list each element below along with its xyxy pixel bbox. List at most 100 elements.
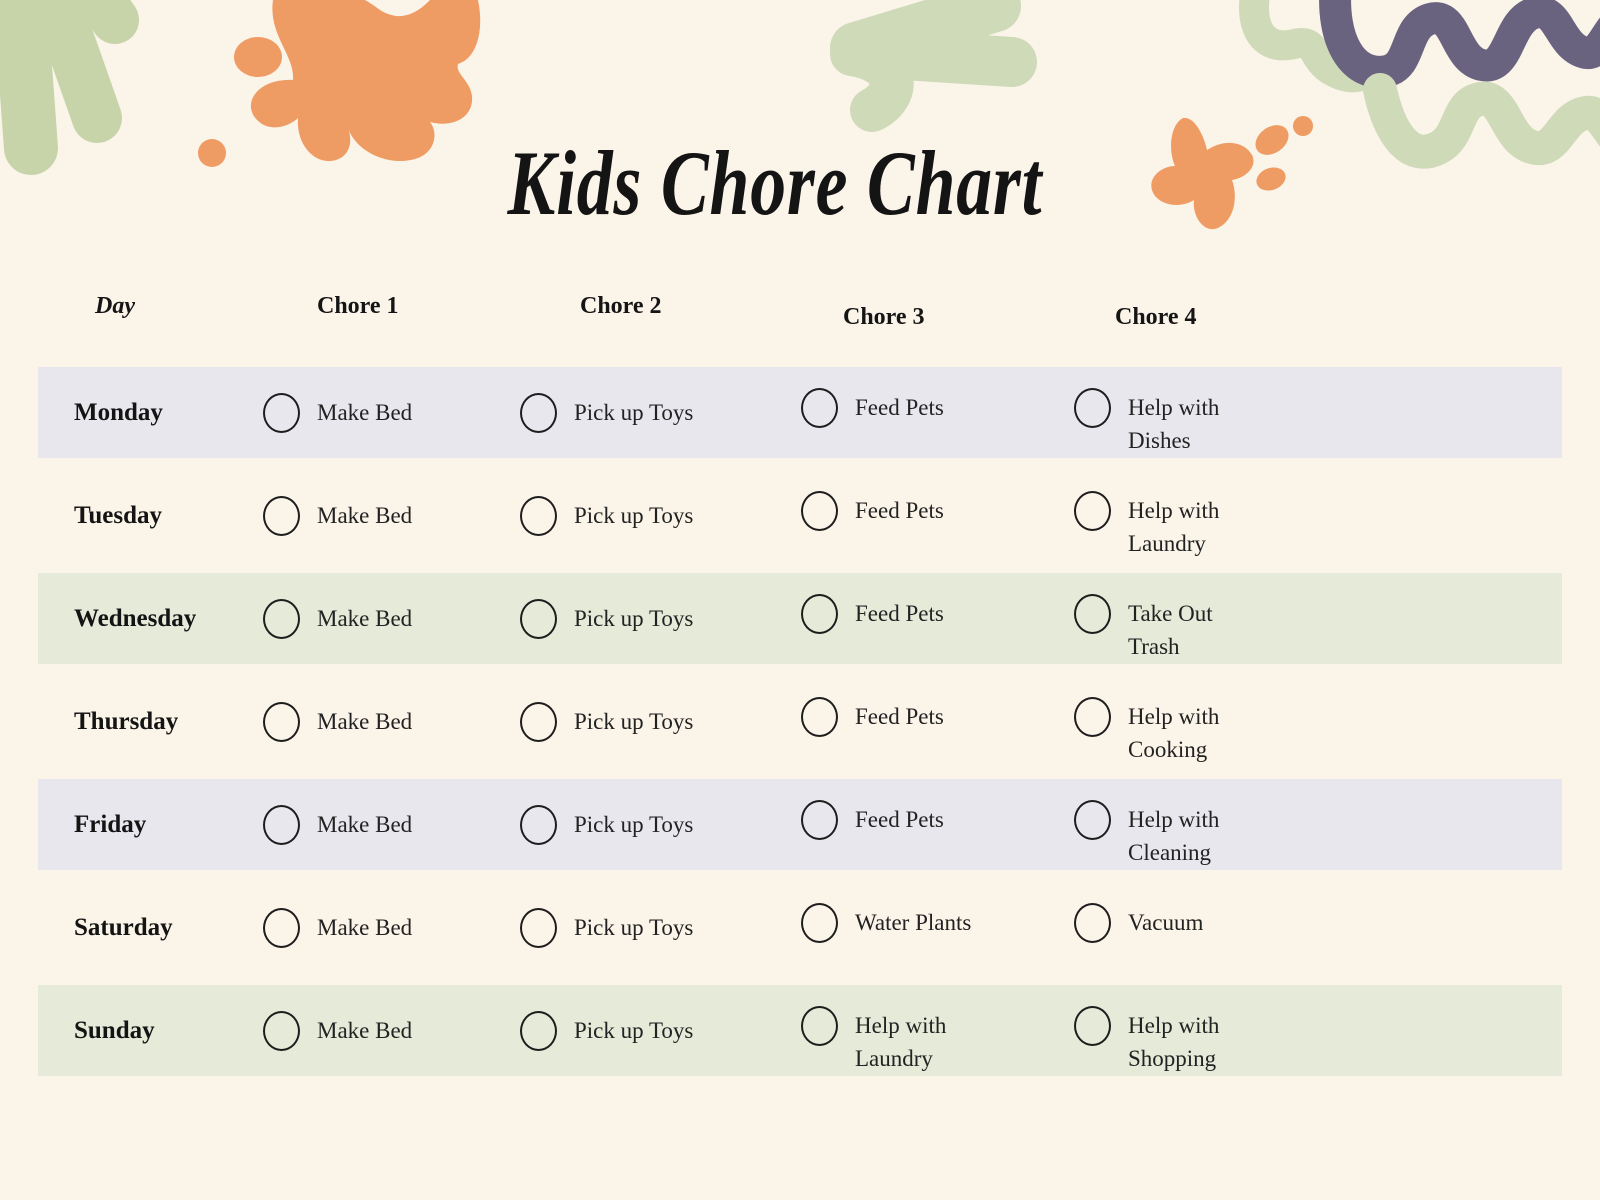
chore-cell: Help with Cooking xyxy=(1065,697,1562,766)
paint-splat-icon xyxy=(1151,116,1313,230)
chore-label: Pick up Toys xyxy=(574,399,694,425)
chore-checkbox[interactable] xyxy=(263,392,300,433)
chore-cell: Help with Laundry xyxy=(1065,491,1562,560)
chore-cell: Make Bed xyxy=(256,1010,512,1051)
chore-checkbox[interactable] xyxy=(1074,800,1111,840)
chore-label: Help with Laundry xyxy=(1128,498,1220,556)
chore-checkbox[interactable] xyxy=(263,1010,300,1051)
chore-cell: Pick up Toys xyxy=(512,701,792,742)
chore-checkbox[interactable] xyxy=(801,903,838,943)
chore-checkbox[interactable] xyxy=(801,491,838,531)
day-label: Wednesday xyxy=(74,604,197,632)
chore-label: Make Bed xyxy=(317,914,413,940)
chore-label: Vacuum xyxy=(1128,910,1204,935)
chore-checkbox[interactable] xyxy=(1074,594,1111,634)
chore-cell: Water Plants xyxy=(792,903,1065,943)
day-cell: Friday xyxy=(38,811,256,839)
chore-label: Feed Pets xyxy=(855,601,944,626)
chore-cell: Make Bed xyxy=(256,804,512,845)
table-row-tuesday: Tuesday Make Bed Pick up Toys Feed Pets … xyxy=(38,470,1562,561)
column-header-chore-2: Chore 2 xyxy=(580,292,662,319)
chore-label: Feed Pets xyxy=(855,395,944,420)
squiggle-icon xyxy=(1363,73,1600,169)
chore-checkbox[interactable] xyxy=(1074,491,1111,531)
chore-checkbox[interactable] xyxy=(263,598,300,639)
chore-cell: Help with Dishes xyxy=(1065,388,1562,457)
chore-cell: Pick up Toys xyxy=(512,907,792,948)
chore-checkbox[interactable] xyxy=(801,594,838,634)
chore-label: Take Out Trash xyxy=(1128,601,1213,659)
chore-label: Water Plants xyxy=(855,910,972,935)
chore-label: Pick up Toys xyxy=(574,811,694,837)
chore-label: Feed Pets xyxy=(855,807,944,832)
chore-label: Make Bed xyxy=(317,605,413,631)
chore-checkbox[interactable] xyxy=(801,697,838,737)
chore-label: Pick up Toys xyxy=(574,605,694,631)
chore-cell: Feed Pets xyxy=(792,388,1065,428)
chore-checkbox[interactable] xyxy=(1074,1006,1111,1046)
chore-checkbox[interactable] xyxy=(263,804,300,845)
chore-label: Help with Laundry xyxy=(855,1013,947,1071)
chore-label: Make Bed xyxy=(317,708,413,734)
day-cell: Tuesday xyxy=(38,502,256,530)
squiggle-icon xyxy=(1239,0,1378,93)
chore-checkbox[interactable] xyxy=(263,701,300,742)
chore-checkbox[interactable] xyxy=(520,1010,557,1051)
chore-checkbox[interactable] xyxy=(801,1006,838,1046)
leaf-icon xyxy=(0,0,139,175)
chore-cell: Feed Pets xyxy=(792,491,1065,531)
chore-label: Help with Shopping xyxy=(1128,1013,1220,1071)
day-label: Thursday xyxy=(74,707,179,735)
chore-checkbox[interactable] xyxy=(520,495,557,536)
chore-cell: Make Bed xyxy=(256,598,512,639)
chore-cell: Help with Cleaning xyxy=(1065,800,1562,869)
chore-cell: Pick up Toys xyxy=(512,804,792,845)
chore-checkbox[interactable] xyxy=(1074,903,1111,943)
table-row-thursday: Thursday Make Bed Pick up Toys Feed Pets… xyxy=(38,676,1562,767)
chore-checkbox[interactable] xyxy=(801,388,838,428)
column-header-chore-1: Chore 1 xyxy=(317,292,399,319)
chore-checkbox[interactable] xyxy=(520,804,557,845)
chore-label: Help with Dishes xyxy=(1128,395,1220,453)
chore-label: Make Bed xyxy=(317,502,413,528)
chore-checkbox[interactable] xyxy=(520,701,557,742)
table-row-monday: Monday Make Bed Pick up Toys Feed Pets H… xyxy=(38,367,1562,458)
table-row-friday: Friday Make Bed Pick up Toys Feed Pets H… xyxy=(38,779,1562,870)
chore-cell: Make Bed xyxy=(256,392,512,433)
chore-checkbox[interactable] xyxy=(1074,697,1111,737)
chore-checkbox[interactable] xyxy=(263,907,300,948)
day-label: Monday xyxy=(74,398,163,426)
day-label: Friday xyxy=(74,810,147,838)
chore-checkbox[interactable] xyxy=(801,800,838,840)
chore-label: Help with Cleaning xyxy=(1128,807,1220,865)
squiggle-icon xyxy=(1319,0,1600,88)
column-header-chore-3: Chore 3 xyxy=(843,304,925,330)
column-header-chore-4: Chore 4 xyxy=(1115,304,1197,330)
chore-cell: Help with Laundry xyxy=(792,1006,1065,1075)
chore-label: Feed Pets xyxy=(855,704,944,729)
chore-cell: Pick up Toys xyxy=(512,392,792,433)
chore-checkbox[interactable] xyxy=(263,495,300,536)
table-header-row: Day Chore 1 Chore 2 Chore 3 Chore 4 xyxy=(38,283,1562,331)
chore-label: Pick up Toys xyxy=(574,502,694,528)
chore-cell: Make Bed xyxy=(256,701,512,742)
chore-label: Help with Cooking xyxy=(1128,704,1220,762)
chore-label: Make Bed xyxy=(317,1017,413,1043)
chore-cell: Feed Pets xyxy=(792,800,1065,840)
column-header-day: Day xyxy=(95,292,135,319)
chore-checkbox[interactable] xyxy=(520,392,557,433)
chore-checkbox[interactable] xyxy=(1074,388,1111,428)
day-cell: Thursday xyxy=(38,708,256,736)
chore-label: Pick up Toys xyxy=(574,708,694,734)
day-label: Sunday xyxy=(74,1016,155,1044)
chore-cell: Pick up Toys xyxy=(512,1010,792,1051)
day-label: Tuesday xyxy=(74,501,163,529)
chore-checkbox[interactable] xyxy=(520,907,557,948)
chore-checkbox[interactable] xyxy=(520,598,557,639)
chore-cell: Make Bed xyxy=(256,907,512,948)
table-row-sunday: Sunday Make Bed Pick up Toys Help with L… xyxy=(38,985,1562,1076)
chore-cell: Help with Shopping xyxy=(1065,1006,1562,1075)
chore-cell: Vacuum xyxy=(1065,903,1562,943)
day-cell: Wednesday xyxy=(38,605,256,633)
